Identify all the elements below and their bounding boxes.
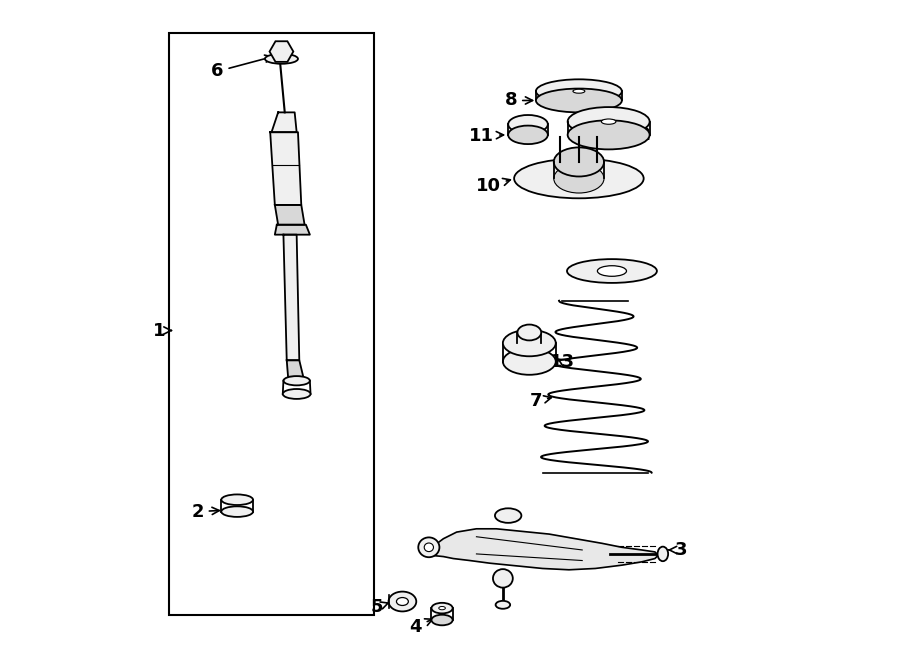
Ellipse shape — [389, 592, 417, 611]
Ellipse shape — [518, 325, 541, 340]
Ellipse shape — [554, 164, 604, 193]
Ellipse shape — [431, 615, 453, 625]
Polygon shape — [272, 112, 297, 132]
Ellipse shape — [567, 259, 657, 283]
Ellipse shape — [536, 79, 622, 103]
Bar — [169, 33, 374, 615]
Text: 11: 11 — [469, 126, 503, 145]
Ellipse shape — [508, 126, 548, 144]
Ellipse shape — [221, 494, 253, 505]
Text: 8: 8 — [505, 91, 533, 110]
Ellipse shape — [658, 547, 668, 561]
Ellipse shape — [424, 543, 434, 551]
Text: 4: 4 — [410, 617, 433, 636]
Text: 5: 5 — [371, 598, 389, 616]
Polygon shape — [274, 225, 310, 235]
Ellipse shape — [431, 603, 453, 613]
Ellipse shape — [598, 266, 626, 276]
Ellipse shape — [221, 506, 253, 517]
Ellipse shape — [568, 107, 650, 136]
Polygon shape — [430, 529, 658, 570]
Ellipse shape — [418, 537, 439, 557]
Polygon shape — [284, 235, 300, 360]
Text: 13: 13 — [550, 352, 575, 371]
Ellipse shape — [536, 89, 622, 112]
Ellipse shape — [439, 607, 446, 609]
Ellipse shape — [284, 376, 310, 385]
Text: 2: 2 — [191, 502, 220, 521]
Polygon shape — [270, 132, 302, 205]
Ellipse shape — [495, 508, 521, 523]
Ellipse shape — [283, 389, 310, 399]
Ellipse shape — [601, 119, 616, 124]
Ellipse shape — [508, 115, 548, 134]
Ellipse shape — [265, 54, 298, 63]
Ellipse shape — [397, 598, 409, 605]
Text: 9: 9 — [637, 262, 656, 280]
Text: 3: 3 — [669, 541, 688, 559]
Ellipse shape — [496, 601, 510, 609]
Text: 1: 1 — [153, 321, 172, 340]
Ellipse shape — [503, 348, 556, 375]
Text: 6: 6 — [212, 55, 273, 81]
Polygon shape — [287, 360, 303, 377]
Ellipse shape — [493, 569, 513, 588]
Ellipse shape — [514, 159, 644, 198]
Ellipse shape — [568, 120, 650, 149]
Text: 10: 10 — [476, 177, 510, 196]
Text: 7: 7 — [530, 392, 551, 410]
Polygon shape — [274, 205, 304, 225]
Ellipse shape — [573, 89, 585, 93]
Ellipse shape — [554, 147, 604, 176]
Text: 12: 12 — [626, 126, 652, 144]
Ellipse shape — [503, 330, 556, 356]
